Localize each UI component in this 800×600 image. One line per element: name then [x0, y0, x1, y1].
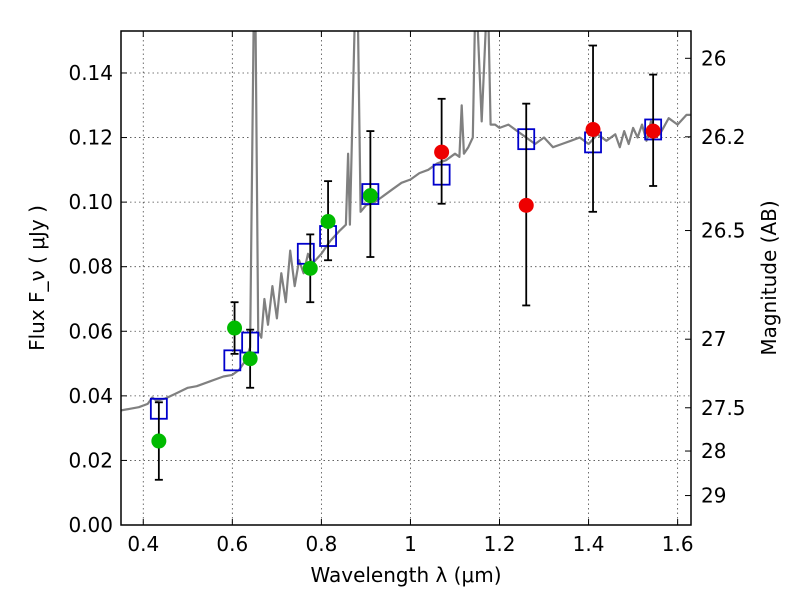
observed-point-green — [362, 188, 378, 204]
x-tick-label: 1.6 — [662, 532, 694, 556]
plot-frame — [120, 30, 692, 526]
model-spectrum-line — [121, 31, 691, 412]
observed-point-green — [320, 213, 336, 229]
grid — [121, 31, 691, 526]
observed-point-red — [585, 121, 601, 137]
model-photometry-square — [223, 349, 242, 372]
y2-tick-label: 29 — [701, 484, 726, 508]
y2-tick-label: 27 — [701, 327, 726, 351]
y-tick-label: 0.04 — [68, 384, 113, 408]
plot-area — [121, 31, 691, 481]
y2-tick-label: 26.5 — [701, 219, 746, 243]
observed-point-red — [434, 144, 450, 160]
y-tick-label: 0.08 — [68, 255, 113, 279]
observed-point-green — [242, 351, 258, 367]
y2-tick-label: 28 — [701, 439, 726, 463]
y2-tick-label: 26 — [701, 46, 726, 70]
x-tick-label: 0.6 — [216, 532, 248, 556]
observed-point-red — [645, 123, 661, 139]
y-tick-label: 0.02 — [68, 448, 113, 472]
y-axis-title: Flux F_ν ( μJy ) — [25, 205, 49, 351]
observed-point-red — [518, 197, 534, 213]
axis-ticks: 0.4 0.6 0.8 1 1.2 1.4 1.6 0.00 0.02 0.04 0.06 0.08 0… — [68, 31, 746, 556]
y-tick-label: 0.14 — [68, 61, 113, 85]
y2-axis-title: Magnitude (AB) — [757, 200, 781, 355]
y-tick-label: 0.12 — [68, 126, 113, 150]
y2-tick-label: 27.5 — [701, 396, 746, 420]
y-tick-label: 0.06 — [68, 319, 113, 343]
x-tick-label: 0.8 — [305, 532, 337, 556]
y2-tick-label: 26.2 — [701, 125, 746, 149]
y-tick-label: 0.00 — [68, 513, 113, 537]
y-tick-label: 0.10 — [68, 190, 113, 214]
observed-point-green — [151, 433, 167, 449]
x-tick-label: 1.2 — [484, 532, 516, 556]
observed-point-green — [302, 260, 318, 276]
x-tick-label: 1 — [404, 532, 417, 556]
x-tick-label: 0.4 — [127, 532, 159, 556]
x-axis-title: Wavelength λ (μm) — [310, 563, 501, 587]
x-tick-label: 1.4 — [573, 532, 605, 556]
observed-point-green — [227, 320, 243, 336]
